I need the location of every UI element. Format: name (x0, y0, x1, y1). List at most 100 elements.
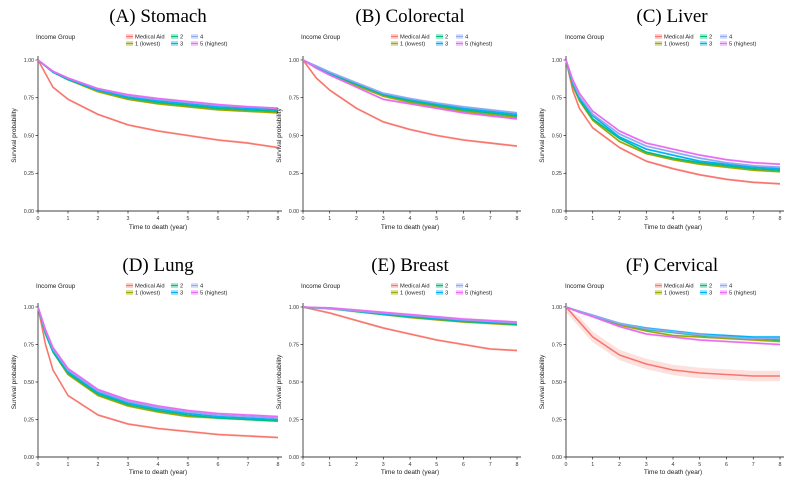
legend-label-5-highest: 5 (highest) (729, 42, 756, 48)
legend-title: Income Group (565, 283, 605, 290)
x-axis-label: Time to death (year) (644, 469, 702, 476)
legend-label-5-highest: 5 (highest) (729, 291, 756, 297)
y-tick-label: 0.50 (24, 380, 34, 386)
y-tick-label: 0.00 (289, 209, 299, 215)
panel-title: (E) Breast (371, 255, 449, 276)
x-tick-label: 1 (591, 462, 594, 468)
series-line-2 (302, 59, 518, 117)
x-tick-label: 1 (67, 216, 70, 222)
series-line-medical-aid (565, 59, 781, 185)
x-tick-label: 2 (97, 216, 100, 222)
series-line-5-highest (37, 59, 279, 110)
series-line-medical-aid (302, 306, 518, 352)
legend-label-2: 2 (445, 284, 448, 290)
legend-title: Income Group (36, 34, 76, 41)
series-line-medical-aid (37, 59, 279, 149)
legend-label-medical-aid: Medical Aid (664, 35, 694, 41)
ci-band-4 (303, 60, 517, 115)
legend-label-2: 2 (180, 35, 183, 41)
y-tick-label: 0.25 (552, 171, 562, 177)
ci-band-3 (38, 307, 278, 421)
x-tick-label: 5 (187, 216, 190, 222)
series-line-5-highest (565, 306, 781, 346)
y-tick-label: 0.00 (552, 209, 562, 215)
panel-c-liver: (C) Liver Income Group Medical Aid 2 4 1 (low… (539, 6, 784, 231)
panel-f-cervical: (F) Cervical Income Group Medical Aid 2 4 1 (… (539, 255, 784, 476)
panel-title: (B) Colorectal (355, 6, 464, 27)
x-tick-label: 2 (97, 462, 100, 468)
ci-band-medical-aid (566, 307, 780, 382)
x-axis-label: Time to death (year) (129, 224, 187, 231)
x-tick-label: 1 (328, 462, 331, 468)
legend-title: Income Group (565, 34, 605, 41)
y-tick-label: 0.25 (289, 171, 299, 177)
x-tick-label: 5 (698, 462, 701, 468)
legend-title: Income Group (36, 283, 76, 290)
x-tick-label: 2 (618, 216, 621, 222)
x-tick-label: 8 (277, 462, 280, 468)
x-tick-label: 5 (187, 462, 190, 468)
y-tick-label: 1.00 (24, 305, 34, 311)
x-tick-label: 3 (382, 462, 385, 468)
series-line-2 (37, 306, 279, 422)
legend-label-4: 4 (729, 284, 733, 290)
series-line-3 (302, 59, 518, 116)
x-tick-label: 7 (489, 462, 492, 468)
y-tick-label: 0.75 (289, 342, 299, 348)
legend-label-medical-aid: Medical Aid (400, 35, 430, 41)
panel-title: (F) Cervical (626, 255, 718, 276)
y-tick-label: 0.75 (552, 96, 562, 102)
x-axis-label: Time to death (year) (381, 469, 439, 476)
x-tick-label: 7 (489, 216, 492, 222)
series-line-5-highest (37, 306, 279, 418)
y-tick-label: 1.00 (552, 305, 562, 311)
x-tick-label: 1 (328, 216, 331, 222)
panel-e-breast: (E) Breast Income Group Medical Aid 2 4 1 (lo… (276, 255, 521, 476)
x-tick-label: 3 (382, 216, 385, 222)
panel-title: (A) Stomach (109, 6, 207, 27)
legend-label-3: 3 (445, 291, 448, 297)
y-tick-label: 1.00 (289, 305, 299, 311)
panel-d-lung: (D) Lung Income Group Medical Aid 2 4 1 (lowe… (11, 255, 282, 476)
x-tick-label: 3 (127, 462, 130, 468)
ci-band-5-highest (566, 307, 780, 346)
x-tick-label: 8 (779, 462, 782, 468)
x-tick-label: 4 (157, 216, 160, 222)
y-tick-label: 1.00 (552, 58, 562, 64)
legend-title: Income Group (301, 34, 341, 41)
x-tick-label: 5 (698, 216, 701, 222)
legend-label-5-highest: 5 (highest) (200, 42, 227, 48)
panel-title: (C) Liver (636, 6, 708, 27)
x-tick-label: 0 (565, 216, 568, 222)
series-line-3 (37, 306, 279, 421)
legend-label-1-lowest: 1 (lowest) (400, 42, 425, 48)
ci-band-4 (38, 307, 278, 420)
y-tick-label: 0.75 (24, 342, 34, 348)
y-axis-label: Survival probability (276, 107, 283, 162)
x-tick-label: 5 (435, 462, 438, 468)
x-tick-label: 3 (127, 216, 130, 222)
legend-label-medical-aid: Medical Aid (135, 35, 165, 41)
y-tick-label: 0.25 (24, 417, 34, 423)
x-tick-label: 0 (37, 216, 40, 222)
ci-band-5-highest (38, 307, 278, 418)
series-line-medical-aid (565, 306, 780, 377)
y-tick-label: 0.25 (552, 417, 562, 423)
y-tick-label: 0.00 (24, 209, 34, 215)
series-line-4 (37, 306, 279, 419)
y-axis-label: Survival probability (539, 354, 546, 409)
x-tick-label: 1 (591, 216, 594, 222)
x-tick-label: 6 (217, 216, 220, 222)
legend-label-2: 2 (709, 35, 712, 41)
y-tick-label: 0.00 (552, 455, 562, 461)
panel-a-stomach: (A) Stomach Income Group Medical Aid 2 4 1 (l… (11, 6, 282, 231)
y-tick-label: 0.75 (552, 342, 562, 348)
x-tick-label: 3 (645, 216, 648, 222)
x-tick-label: 3 (645, 462, 648, 468)
legend-label-medical-aid: Medical Aid (400, 284, 430, 290)
legend-label-1-lowest: 1 (lowest) (400, 291, 425, 297)
x-tick-label: 5 (435, 216, 438, 222)
legend-label-4: 4 (729, 35, 733, 41)
y-axis-label: Survival probability (11, 354, 18, 409)
